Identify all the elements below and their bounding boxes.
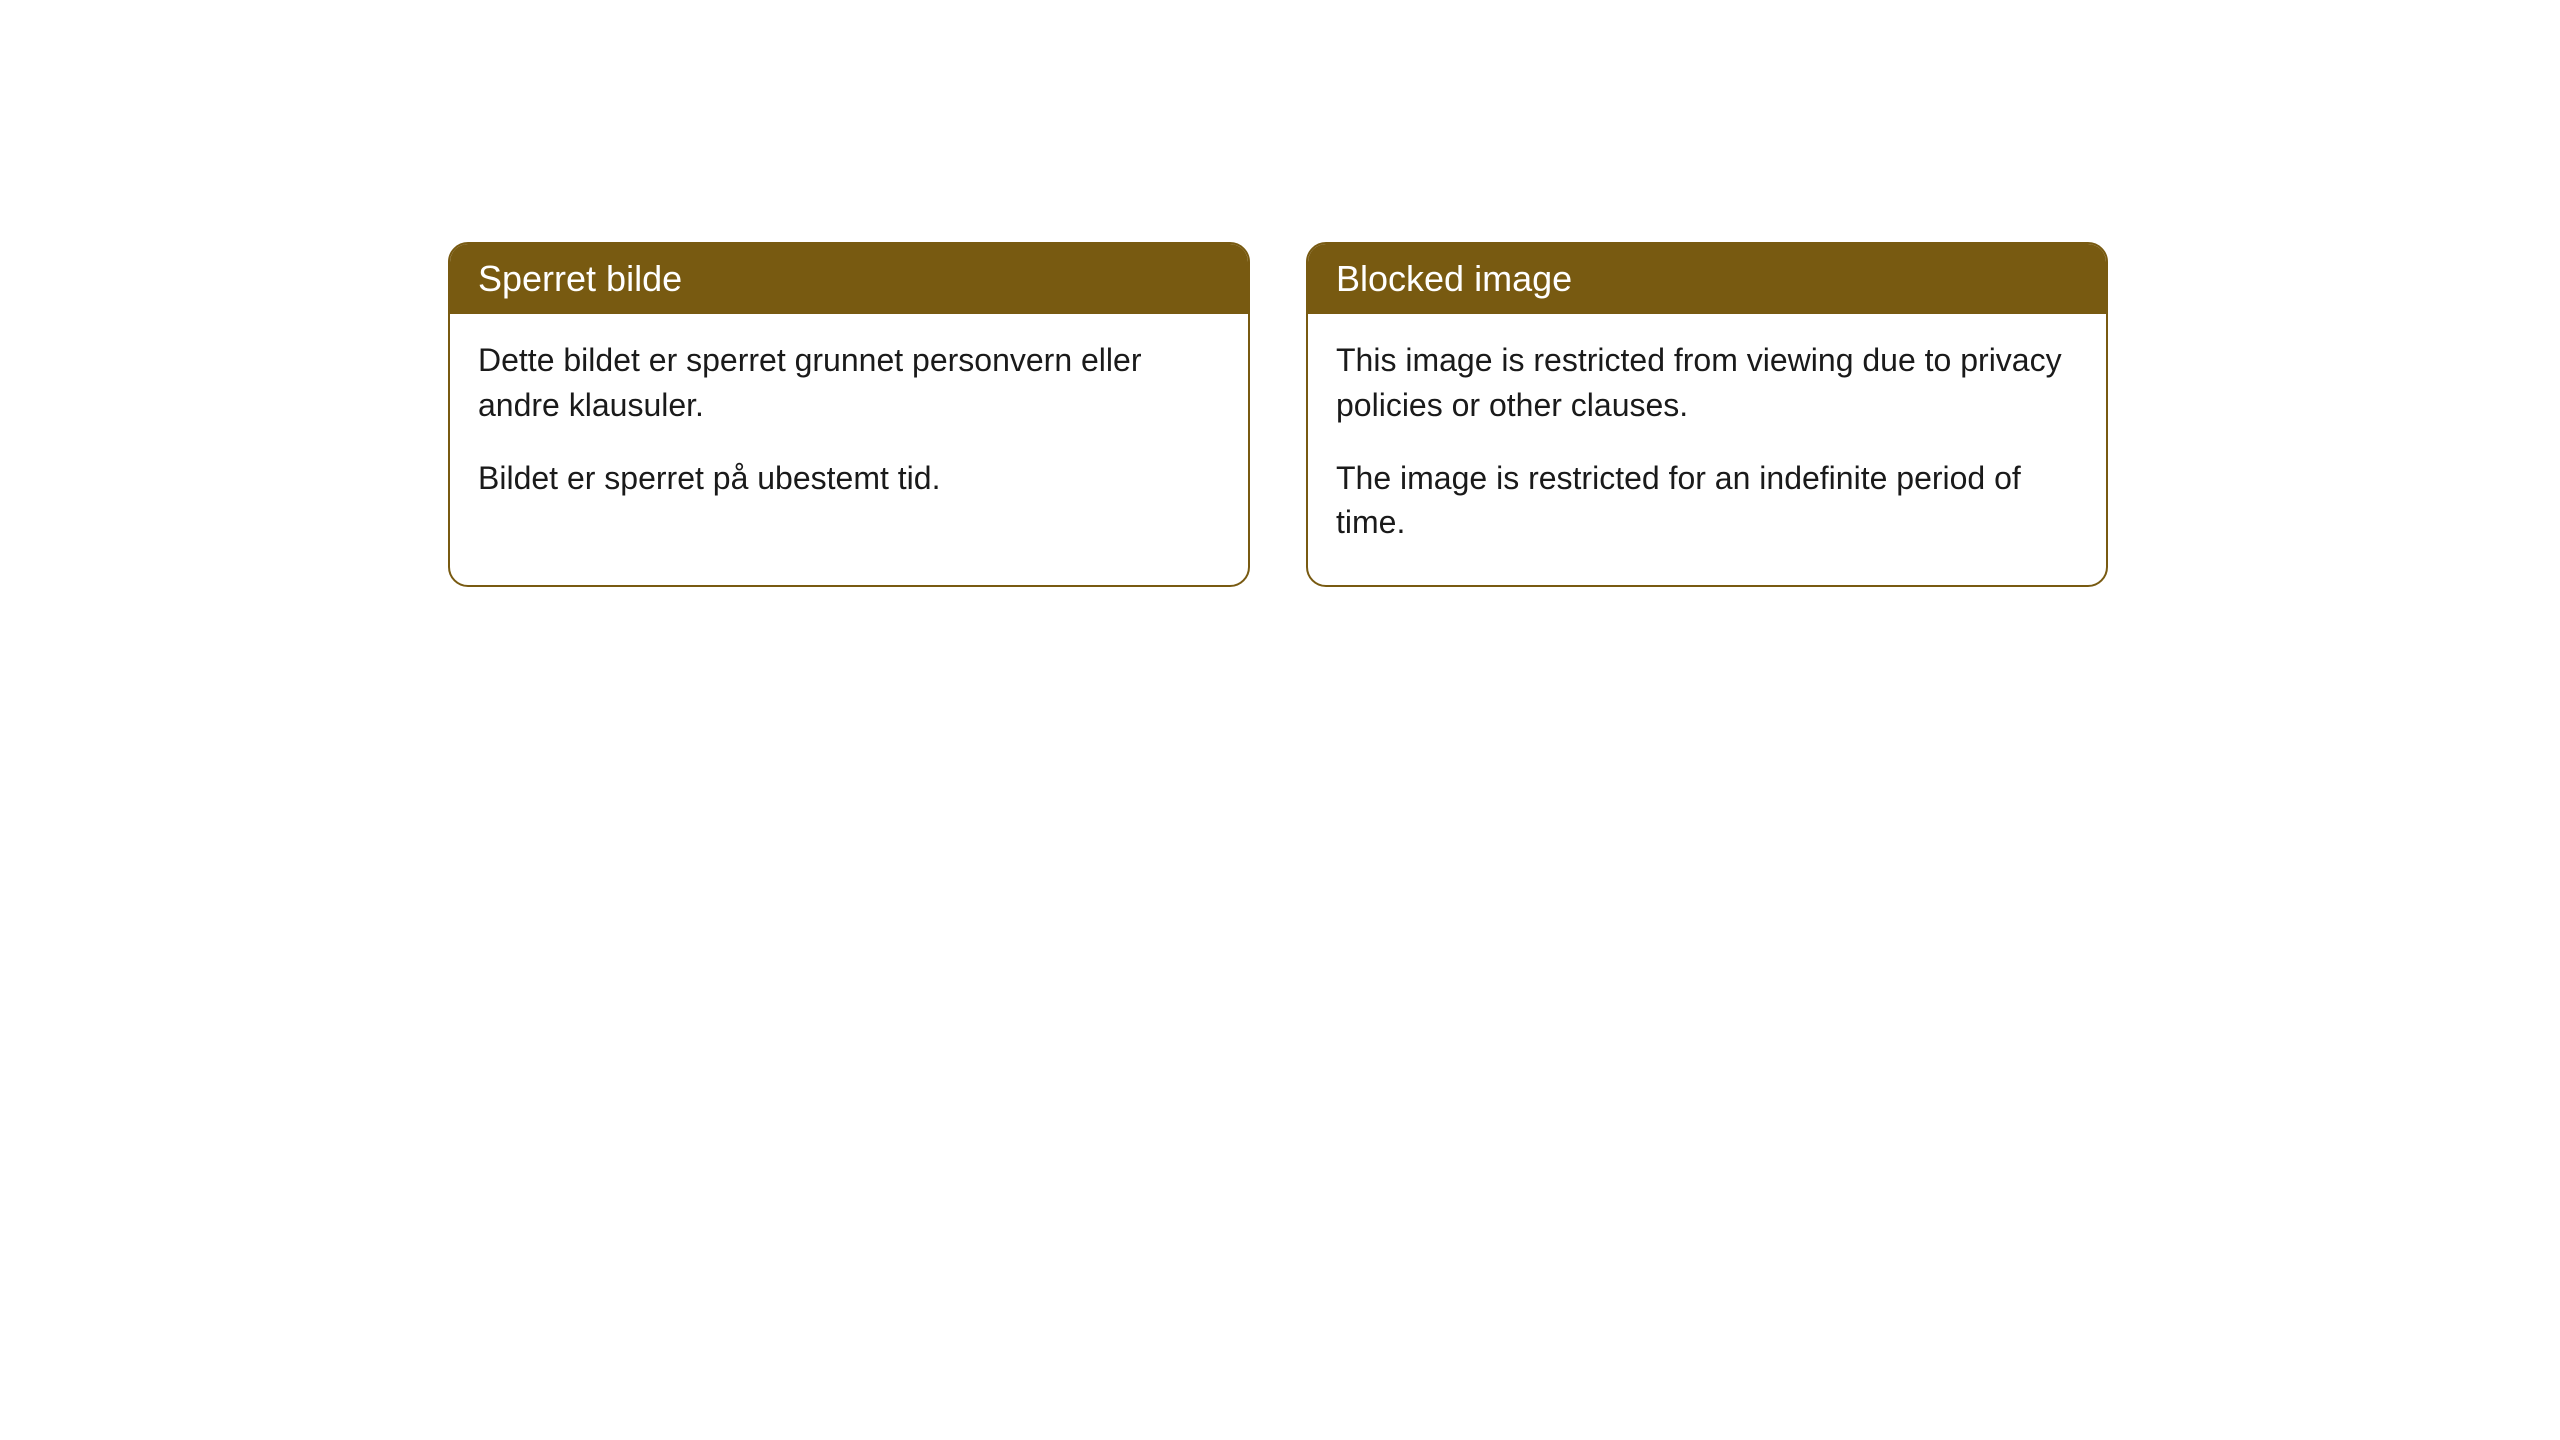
- card-paragraph-2-norwegian: Bildet er sperret på ubestemt tid.: [478, 456, 1220, 501]
- card-header-english: Blocked image: [1308, 244, 2106, 314]
- card-paragraph-1-english: This image is restricted from viewing du…: [1336, 338, 2078, 428]
- card-title-norwegian: Sperret bilde: [478, 258, 682, 299]
- notice-card-english: Blocked image This image is restricted f…: [1306, 242, 2108, 587]
- card-paragraph-1-norwegian: Dette bildet er sperret grunnet personve…: [478, 338, 1220, 428]
- card-title-english: Blocked image: [1336, 258, 1572, 299]
- notice-card-norwegian: Sperret bilde Dette bildet er sperret gr…: [448, 242, 1250, 587]
- card-body-english: This image is restricted from viewing du…: [1308, 314, 2106, 585]
- card-header-norwegian: Sperret bilde: [450, 244, 1248, 314]
- card-body-norwegian: Dette bildet er sperret grunnet personve…: [450, 314, 1248, 540]
- card-paragraph-2-english: The image is restricted for an indefinit…: [1336, 456, 2078, 546]
- notice-cards-container: Sperret bilde Dette bildet er sperret gr…: [448, 242, 2108, 587]
